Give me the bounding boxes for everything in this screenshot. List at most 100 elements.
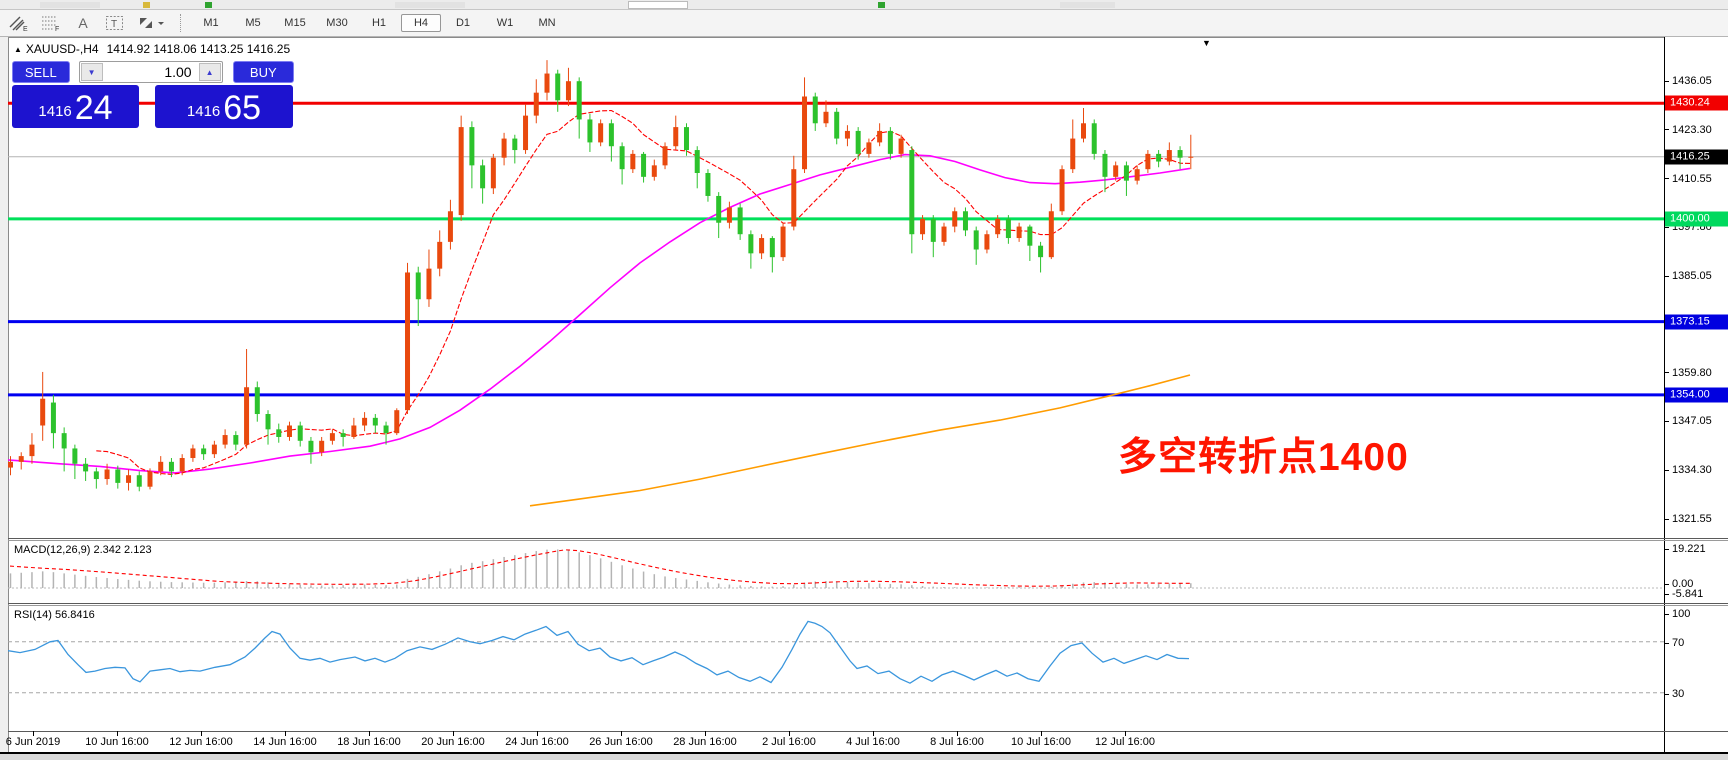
candle-body[interactable]: [555, 73, 561, 101]
timeframe-button-h4[interactable]: H4: [401, 14, 441, 32]
candle-body[interactable]: [1177, 150, 1183, 158]
candle-body[interactable]: [201, 448, 207, 455]
candle-body[interactable]: [426, 268, 432, 300]
candle-body[interactable]: [136, 475, 142, 487]
candle-body[interactable]: [909, 150, 915, 235]
candle-body[interactable]: [780, 226, 786, 258]
sell-button[interactable]: SELL: [12, 61, 70, 83]
candle-body[interactable]: [683, 127, 689, 151]
candle-body[interactable]: [8, 461, 13, 468]
macd-rsi-separator[interactable]: [8, 603, 1728, 604]
candle-body[interactable]: [748, 234, 754, 254]
candle-body[interactable]: [1134, 169, 1140, 181]
candle-body[interactable]: [930, 218, 936, 242]
candle-body[interactable]: [297, 425, 303, 441]
candle-body[interactable]: [372, 417, 378, 426]
candle-body[interactable]: [469, 127, 475, 166]
candle-body[interactable]: [544, 73, 550, 93]
candle-body[interactable]: [877, 130, 883, 143]
candle-body[interactable]: [265, 414, 271, 430]
candle-body[interactable]: [855, 130, 861, 154]
candle-body[interactable]: [276, 429, 282, 437]
candle-body[interactable]: [1102, 153, 1108, 177]
timeframe-button-d1[interactable]: D1: [455, 17, 471, 29]
chart-text-annotation[interactable]: 多空转折点1400: [1118, 436, 1409, 479]
candle-body[interactable]: [1038, 245, 1044, 258]
candle-body[interactable]: [769, 238, 775, 258]
candle-body[interactable]: [705, 173, 711, 196]
candle-body[interactable]: [759, 238, 765, 254]
candle-body[interactable]: [1188, 156, 1194, 158]
buy-button[interactable]: BUY: [232, 61, 294, 83]
candle-body[interactable]: [673, 127, 679, 147]
candle-body[interactable]: [1156, 153, 1162, 162]
candle-body[interactable]: [1123, 165, 1129, 181]
candle-body[interactable]: [952, 211, 958, 227]
candle-body[interactable]: [405, 272, 411, 411]
candle-body[interactable]: [115, 469, 121, 483]
candle-body[interactable]: [437, 241, 443, 269]
timeframe-button-mn[interactable]: MN: [538, 17, 556, 29]
candle-body[interactable]: [898, 138, 904, 154]
timeframe-button-w1[interactable]: W1: [496, 17, 514, 29]
candle-body[interactable]: [1091, 123, 1097, 154]
candle-body[interactable]: [1070, 138, 1076, 170]
candle-body[interactable]: [973, 230, 979, 250]
timeframe-button-m1[interactable]: M1: [203, 17, 219, 29]
candle-body[interactable]: [823, 111, 829, 124]
candle-body[interactable]: [1027, 226, 1033, 246]
candle-body[interactable]: [190, 448, 196, 459]
candle-body[interactable]: [104, 469, 110, 480]
candle-body[interactable]: [50, 402, 56, 434]
candle-body[interactable]: [995, 218, 1001, 235]
timeframe-button-m15[interactable]: M15: [284, 17, 306, 29]
candle-body[interactable]: [1016, 226, 1022, 239]
candle-body[interactable]: [18, 456, 24, 462]
candle-body[interactable]: [480, 165, 486, 189]
candle-body[interactable]: [523, 115, 529, 151]
candle-body[interactable]: [233, 435, 239, 445]
candle-body[interactable]: [920, 218, 926, 235]
candle-body[interactable]: [1048, 211, 1054, 258]
volume-decrease-button[interactable]: ▼: [80, 63, 103, 81]
candle-body[interactable]: [490, 157, 496, 189]
candle-body[interactable]: [1005, 218, 1011, 239]
main-price-panel[interactable]: [8, 60, 1664, 507]
candle-body[interactable]: [362, 417, 368, 426]
candle-body[interactable]: [29, 444, 35, 457]
candle-body[interactable]: [72, 448, 78, 464]
candle-body[interactable]: [791, 169, 797, 227]
text-label-icon[interactable]: T: [102, 13, 128, 33]
candle-body[interactable]: [158, 461, 164, 472]
equidistant-channel-icon[interactable]: E: [6, 13, 32, 33]
candle-body[interactable]: [394, 410, 400, 434]
candle-body[interactable]: [319, 440, 325, 453]
candle-body[interactable]: [286, 425, 292, 437]
candle-body[interactable]: [415, 272, 421, 300]
candle-body[interactable]: [211, 444, 217, 455]
sell-price-display[interactable]: 1416 24: [12, 85, 139, 128]
macd-panel[interactable]: [8, 549, 1664, 589]
candle-body[interactable]: [1081, 123, 1086, 139]
volume-increase-button[interactable]: ▲: [198, 63, 221, 81]
candle-body[interactable]: [254, 387, 260, 415]
candle-body[interactable]: [147, 471, 153, 487]
candle-body[interactable]: [244, 387, 250, 445]
candle-body[interactable]: [83, 463, 89, 472]
buy-price-display[interactable]: 1416 65: [155, 85, 293, 128]
candle-body[interactable]: [93, 471, 99, 480]
candle-body[interactable]: [512, 138, 518, 151]
candle-body[interactable]: [61, 433, 67, 449]
candle-body[interactable]: [1059, 169, 1065, 212]
candle-body[interactable]: [887, 130, 893, 154]
candle-body[interactable]: [619, 146, 625, 170]
candle-body[interactable]: [329, 433, 335, 441]
candle-body[interactable]: [458, 127, 464, 216]
candle-body[interactable]: [726, 207, 732, 223]
candle-body[interactable]: [1145, 153, 1151, 170]
arrows-icon[interactable]: [134, 13, 168, 33]
timeframe-button-m5[interactable]: M5: [245, 17, 261, 29]
fibonacci-icon[interactable]: F: [38, 13, 64, 33]
panel-expander-icon[interactable]: ▲: [14, 45, 22, 54]
